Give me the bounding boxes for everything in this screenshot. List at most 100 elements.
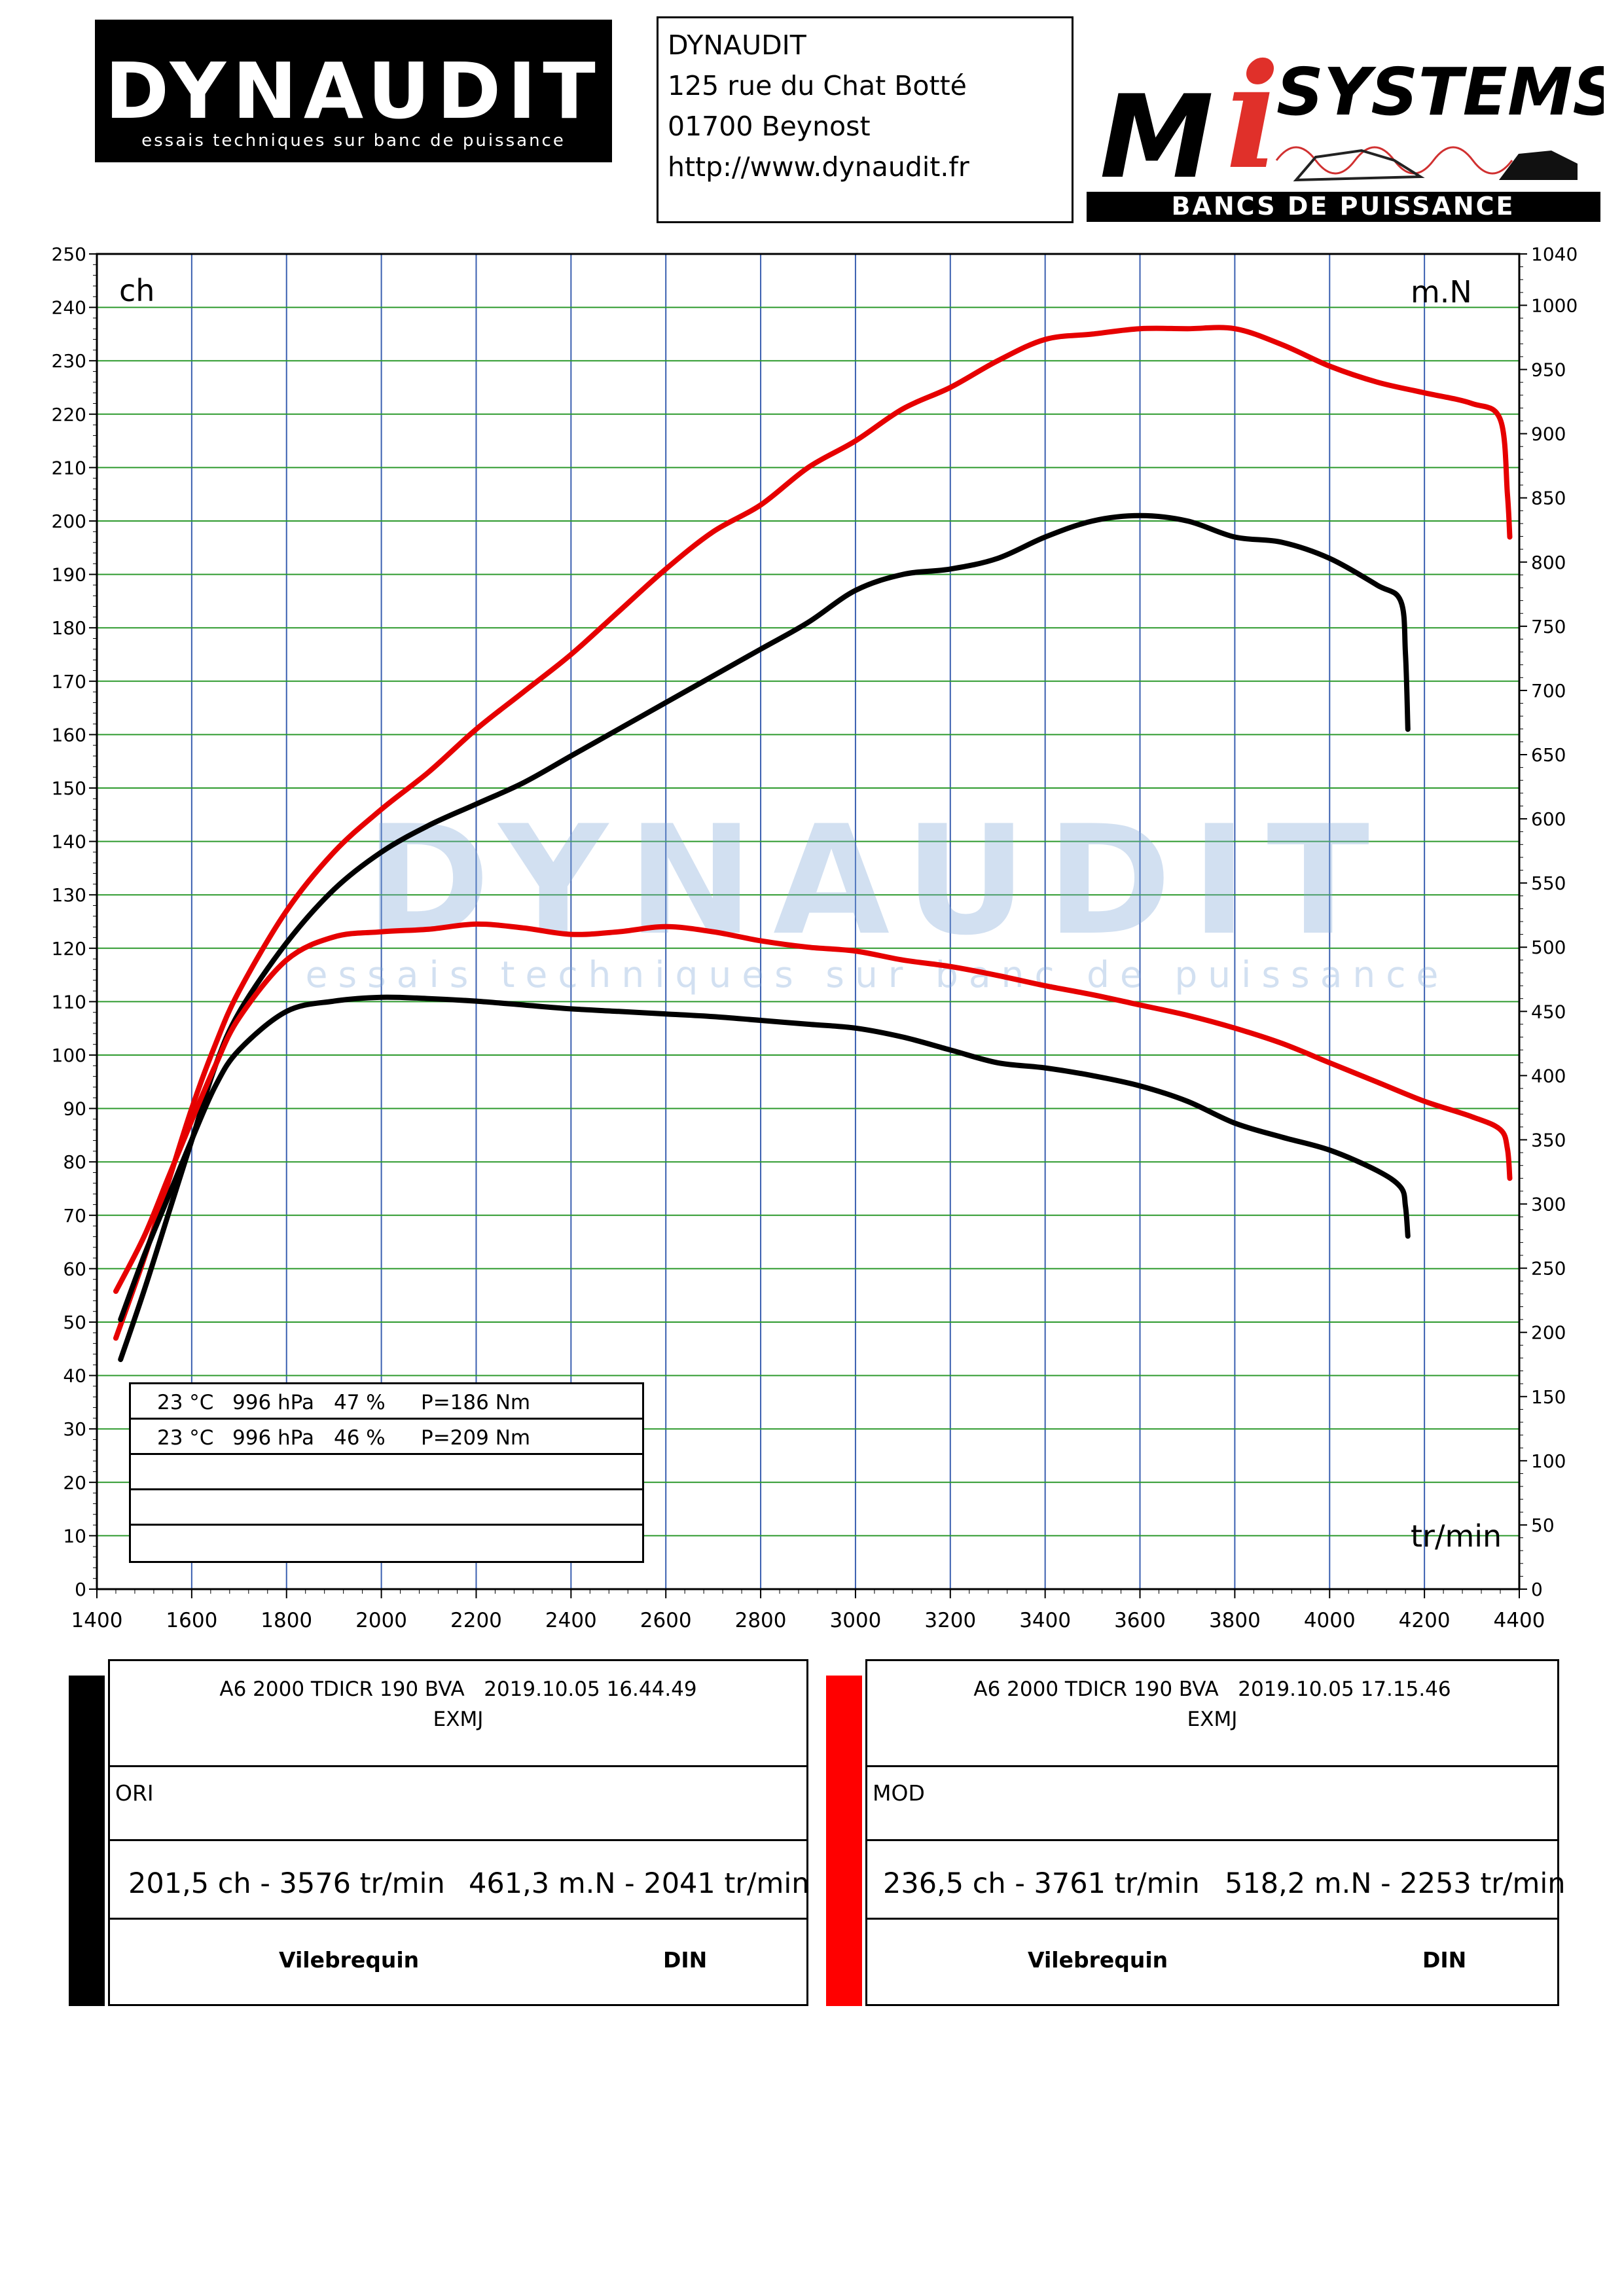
run-color-bar-ori [69,1676,105,2006]
y-left-tick-label: 240 [52,297,86,319]
city: 01700 Beynost [668,111,871,142]
y-left-tick-label: 0 [75,1579,86,1600]
run-label: MOD [867,1767,1557,1841]
logo-i: i [1225,31,1280,201]
loss-value: P=209 Nm [421,1426,531,1450]
x-tick-label: 3400 [1019,1609,1071,1632]
max-power: 236,5 ch - 3761 tr/min [883,1867,1200,1900]
y-left-tick-label: 250 [52,243,86,265]
y-left-tick-label: 200 [52,511,86,532]
y-right-tick-label: 1000 [1531,295,1578,316]
y-left-tick-label: 40 [63,1365,86,1387]
logo-tagline: essais techniques sur banc de puissance [141,131,566,151]
x-tick-label: 1800 [261,1609,312,1632]
street: 125 rue du Chat Botté [668,70,967,101]
y-right-tick-label: 850 [1531,488,1566,509]
y-right-tick-label: 700 [1531,680,1566,702]
x-tick-label: 3000 [829,1609,881,1632]
series-layer [113,325,1513,1363]
temperature: 23 °C [157,1426,214,1450]
y-right-tick-label: 50 [1531,1515,1555,1536]
y-left-tick-label: 80 [63,1151,86,1173]
logo-systems: SYSTEMS [1276,54,1604,130]
y-left-tick-label: 160 [52,724,86,745]
run-results: 236,5 ch - 3761 tr/min 518,2 m.N - 2253 … [867,1841,1566,1920]
address-box: DYNAUDIT 125 rue du Chat Botté 01700 Bey… [657,16,1074,223]
y-left-tick-label: 130 [52,884,86,906]
watermark: DYNAUDIT essais techniques sur banc de p… [306,794,1439,996]
motorbike-icon [1499,151,1578,180]
y-left-tick-label: 150 [52,778,86,799]
website-link[interactable]: http://www.dynaudit.fr [668,151,969,183]
measure-point: Vilebrequin [1028,1947,1168,1973]
max-torque: 461,3 m.N - 2041 tr/min [469,1867,810,1900]
x-tick-label: 2600 [640,1609,692,1632]
y-left-tick-label: 70 [63,1205,86,1227]
x-tick-label: 4200 [1399,1609,1451,1632]
y-right-tick-label: 500 [1531,937,1566,958]
run-code: EXMJ [433,1708,484,1731]
power-torque-chart: DYNAUDIT essais techniques sur banc de p… [52,243,1578,1632]
watermark-brand: DYNAUDIT [365,794,1389,969]
conditions-row: 23 °C 996 hPa 46 % P=209 Nm [131,1420,642,1455]
y-right-tick-label: 150 [1531,1386,1566,1408]
y-right-tick-label: 300 [1531,1194,1566,1215]
y-left-tick-label: 20 [63,1472,86,1494]
y-left-tick-label: 170 [52,671,86,692]
y-right-tick-label: 800 [1531,552,1566,573]
logo-right-tagline: BANCS DE PUISSANCE [1171,192,1515,221]
x-tick-label: 3600 [1114,1609,1166,1632]
series-line-ori-torque [118,994,1411,1323]
y-left-tick-label: 100 [52,1045,86,1066]
max-torque: 518,2 m.N - 2253 tr/min [1225,1867,1566,1900]
y-left-tick-label: 210 [52,457,86,478]
x-tick-label: 3800 [1209,1609,1261,1632]
x-axis-unit: tr/min [1411,1518,1502,1554]
y-left-tick-label: 190 [52,564,86,586]
x-tick-label: 4400 [1494,1609,1545,1632]
y-left-tick-label: 180 [52,617,86,639]
logo-brand: DYNAUDIT [105,46,602,136]
run-vehicle: A6 2000 TDICR 190 BVA 2019.10.05 17.15.4… [973,1677,1451,1701]
car-silhouette-icon [1293,149,1425,182]
company-name: DYNAUDIT [668,29,806,61]
y-left-tick-label: 10 [63,1525,86,1547]
conditions-row-empty [131,1526,642,1561]
conditions-row-empty [131,1490,642,1526]
y-right-tick-label: 450 [1531,1001,1566,1022]
logo-tagline-bar [1087,192,1600,222]
humidity: 47 % [334,1391,386,1414]
conditions-table: 23 °C 996 hPa 47 % P=186 Nm 23 °C 996 hP… [129,1382,644,1563]
y-left-tick-label: 50 [63,1312,86,1333]
y-right-tick-label: 100 [1531,1450,1566,1472]
run-card-mod: A6 2000 TDICR 190 BVA 2019.10.05 17.15.4… [865,1659,1566,2006]
y-right-tick-label: 200 [1531,1322,1566,1344]
humidity: 46 % [334,1426,386,1450]
series-line-mod-torque [113,921,1513,1294]
y-left-tick-label: 90 [63,1098,86,1120]
y-right-tick-label: 0 [1531,1579,1543,1600]
logo-m: M [1100,71,1214,204]
run-color-bar-mod [826,1676,862,2006]
x-tick-label: 2000 [355,1609,407,1632]
series-line-ori-power [118,512,1411,1363]
max-power: 201,5 ch - 3576 tr/min [128,1867,445,1900]
y-left-tick-label: 30 [63,1418,86,1440]
series-line-mod-power [113,325,1513,1341]
ticks-layer: 1400 1600 1800 2000 2200 2400 2600 2800 3000 3200… [52,243,1578,1632]
y-right-tick-label: 900 [1531,423,1566,445]
pressure: 996 hPa [232,1426,314,1450]
run-header: A6 2000 TDICR 190 BVA 2019.10.05 16.44.4… [110,1661,806,1767]
loss-value: P=186 Nm [421,1391,531,1414]
y-right-tick-label: 600 [1531,808,1566,830]
x-tick-label: 4000 [1304,1609,1356,1632]
run-results: 201,5 ch - 3576 tr/min 461,3 m.N - 2041 … [110,1841,810,1920]
y-left-tick-label: 110 [52,991,86,1013]
pressure: 996 hPa [232,1391,314,1414]
y-left-tick-label: 60 [63,1258,86,1280]
run-card-ori: A6 2000 TDICR 190 BVA 2019.10.05 16.44.4… [108,1659,810,2006]
conditions-row-empty [131,1455,642,1490]
y-right-tick-label: 650 [1531,744,1566,766]
left-axis-unit: ch [119,273,154,308]
conditions-row: 23 °C 996 hPa 47 % P=186 Nm [131,1384,642,1420]
